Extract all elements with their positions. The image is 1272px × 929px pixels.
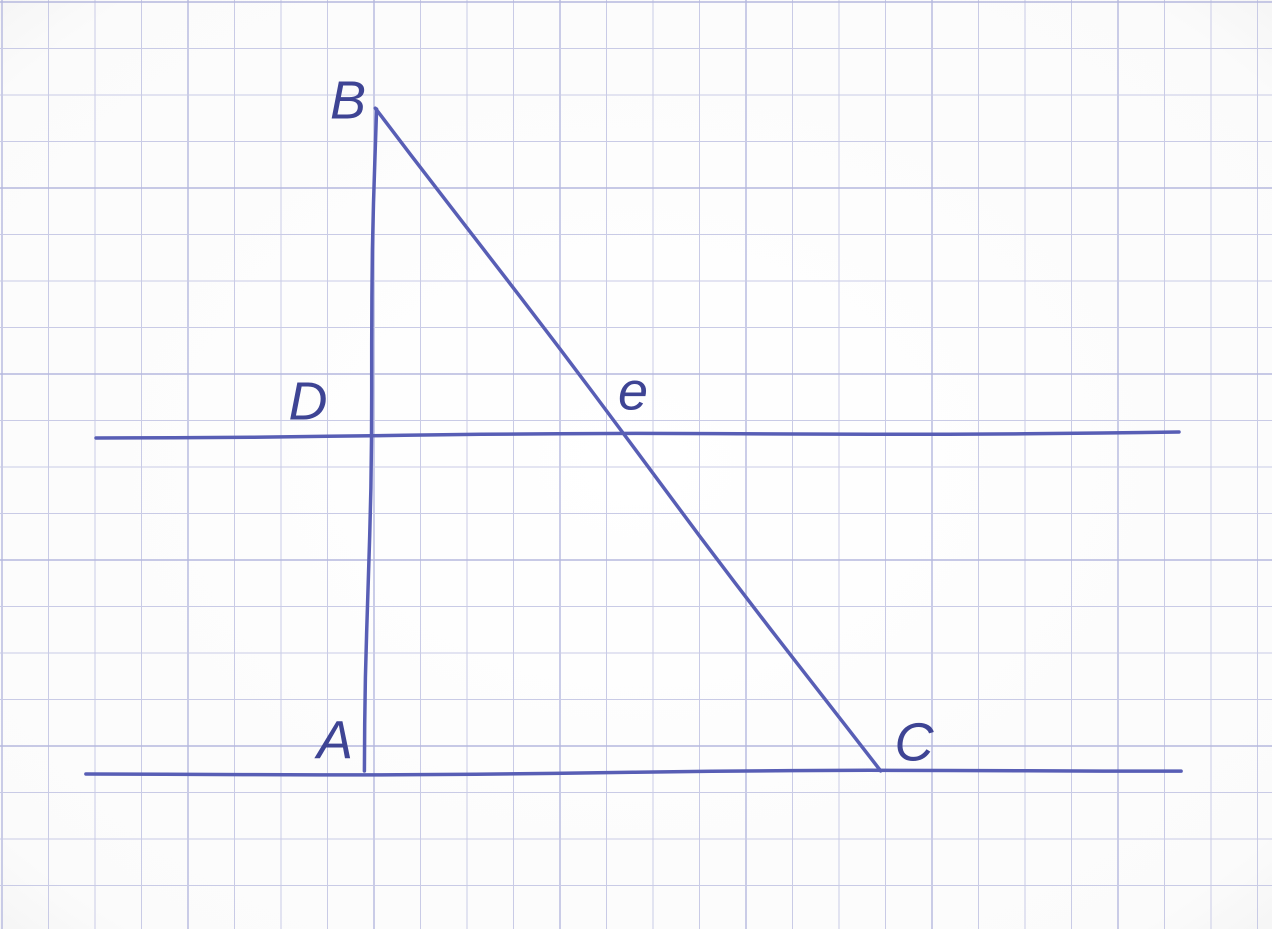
diagram-canvas: A B C De (0, 0, 1272, 929)
point-label-E: e (618, 361, 648, 421)
paper-background (0, 0, 1272, 929)
point-label-D: D (289, 371, 328, 431)
point-label-C: C (895, 712, 935, 772)
point-label-B: B (330, 70, 366, 130)
point-label-A: A (314, 710, 353, 770)
geometry-sketch-svg: A B C De (0, 0, 1272, 929)
